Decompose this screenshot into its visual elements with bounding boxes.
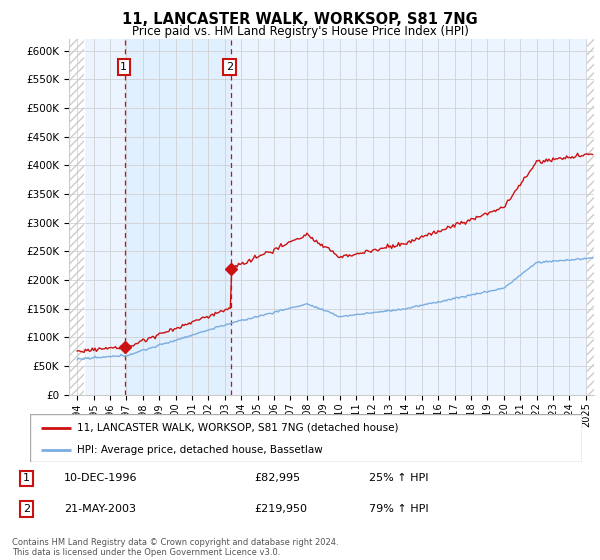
Text: 79% ↑ HPI: 79% ↑ HPI — [369, 504, 429, 514]
Bar — [587, 39, 594, 395]
Text: 2: 2 — [23, 504, 30, 514]
Text: Contains HM Land Registry data © Crown copyright and database right 2024.
This d: Contains HM Land Registry data © Crown c… — [12, 538, 338, 557]
Text: 1: 1 — [120, 62, 127, 72]
Text: 21-MAY-2003: 21-MAY-2003 — [64, 504, 136, 514]
Text: 25% ↑ HPI: 25% ↑ HPI — [369, 473, 428, 483]
Text: Price paid vs. HM Land Registry's House Price Index (HPI): Price paid vs. HM Land Registry's House … — [131, 25, 469, 38]
Bar — [84, 39, 587, 395]
Text: 11, LANCASTER WALK, WORKSOP, S81 7NG: 11, LANCASTER WALK, WORKSOP, S81 7NG — [122, 12, 478, 27]
Text: HPI: Average price, detached house, Bassetlaw: HPI: Average price, detached house, Bass… — [77, 445, 323, 455]
Text: 2: 2 — [226, 62, 233, 72]
Bar — [69, 39, 84, 395]
Text: 11, LANCASTER WALK, WORKSOP, S81 7NG (detached house): 11, LANCASTER WALK, WORKSOP, S81 7NG (de… — [77, 423, 398, 433]
Bar — [125, 39, 231, 395]
Bar — [69, 39, 84, 395]
Text: 1: 1 — [23, 473, 30, 483]
FancyBboxPatch shape — [30, 414, 582, 462]
Text: £82,995: £82,995 — [254, 473, 300, 483]
Text: £219,950: £219,950 — [254, 504, 307, 514]
Bar — [587, 39, 594, 395]
Text: 10-DEC-1996: 10-DEC-1996 — [64, 473, 137, 483]
